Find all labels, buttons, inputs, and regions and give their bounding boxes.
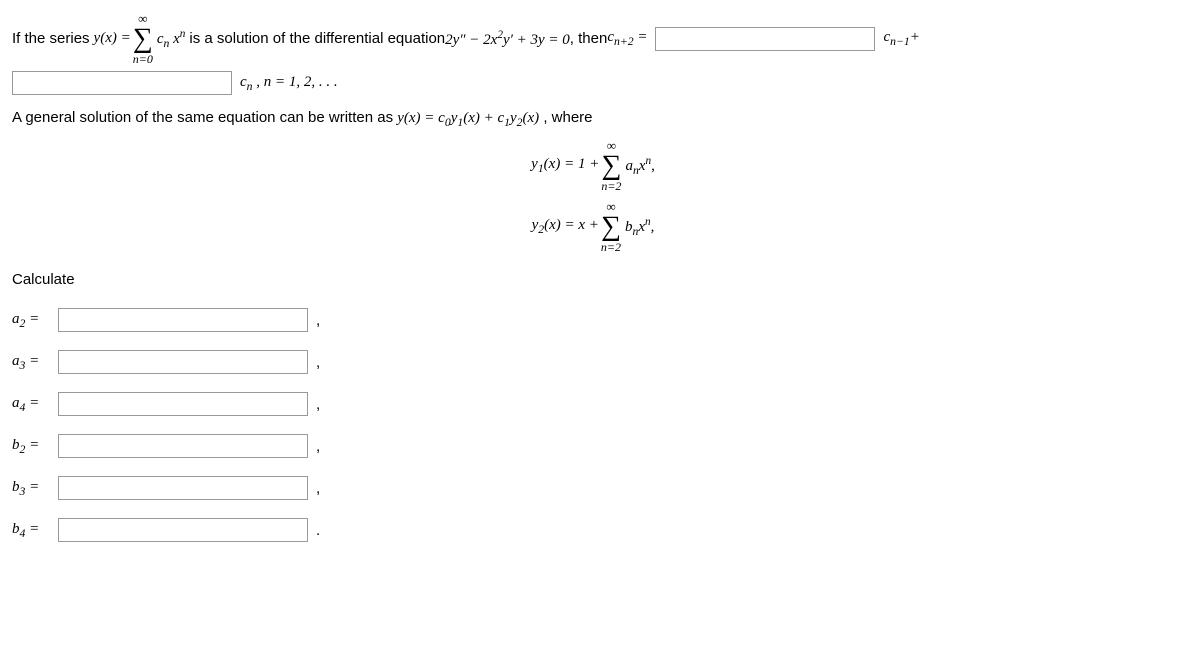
row-b4: b4 = . <box>12 518 1174 542</box>
equation-y2: y2(x) = x + ∞ ∑ n=2 bnxn, <box>12 200 1174 253</box>
label-b4: b4 = <box>12 521 58 540</box>
row-a3: a3 = , <box>12 350 1174 374</box>
input-cn-coeff[interactable] <box>12 71 232 95</box>
input-a2[interactable] <box>58 308 308 332</box>
sigma-icon: ∑ <box>133 25 153 53</box>
text-then: , then <box>570 30 608 47</box>
math-y2-rhs: bnxn, <box>625 216 654 238</box>
math-cnplus2: cn+2 = <box>607 29 647 48</box>
punct-a2: , <box>316 312 320 329</box>
punct-b3: , <box>316 480 320 497</box>
sum-series: ∞ ∑ n=0 <box>133 12 153 65</box>
problem-line-1: If the series y(x) = ∞ ∑ n=0 cn xn is a … <box>12 12 1174 65</box>
input-b3[interactable] <box>58 476 308 500</box>
label-a4: a4 = <box>12 395 58 414</box>
math-y1-lhs: y1(x) = 1 + <box>531 156 599 175</box>
sum-y1-bot: n=2 <box>601 180 621 192</box>
math-yx: y(x) = <box>94 30 131 47</box>
sum-y1: ∞ ∑ n=2 <box>601 139 621 192</box>
sigma-icon: ∑ <box>601 213 621 241</box>
label-a3: a3 = <box>12 353 58 372</box>
sum-y2: ∞ ∑ n=2 <box>601 200 621 253</box>
math-cnminus1: cn−1+ <box>883 29 919 48</box>
row-b2: b2 = , <box>12 434 1174 458</box>
text-ifseries: If the series <box>12 30 90 47</box>
punct-b4: . <box>316 522 320 539</box>
math-diffeq: 2y″ − 2x2y′ + 3y = 0 <box>445 29 570 49</box>
input-b4[interactable] <box>58 518 308 542</box>
row-a2: a2 = , <box>12 308 1174 332</box>
problem-line-2: cn , n = 1, 2, . . . <box>12 71 1174 95</box>
math-y1-rhs: anxn, <box>625 155 654 177</box>
sum-y2-bot: n=2 <box>601 241 621 253</box>
text-generalsolution: A general solution of the same equation … <box>12 109 397 126</box>
text-where: , where <box>543 109 592 126</box>
text-issolution: is a solution of the differential equati… <box>189 30 445 47</box>
row-b3: b3 = , <box>12 476 1174 500</box>
punct-a3: , <box>316 354 320 371</box>
input-a4[interactable] <box>58 392 308 416</box>
equation-y1: y1(x) = 1 + ∞ ∑ n=2 anxn, <box>12 139 1174 192</box>
math-y2-lhs: y2(x) = x + <box>532 217 599 236</box>
label-b2: b2 = <box>12 437 58 456</box>
math-cnxn: cn xn <box>157 28 186 50</box>
sigma-icon: ∑ <box>601 152 621 180</box>
input-a3[interactable] <box>58 350 308 374</box>
calculate-label: Calculate <box>12 271 1174 288</box>
math-cn-tail: cn , n = 1, 2, . . . <box>240 74 338 93</box>
row-a4: a4 = , <box>12 392 1174 416</box>
label-b3: b3 = <box>12 479 58 498</box>
input-cnplus2[interactable] <box>655 27 875 51</box>
input-b2[interactable] <box>58 434 308 458</box>
math-generalsolution: y(x) = c0y1(x) + c1y2(x) <box>397 110 539 126</box>
punct-b2: , <box>316 438 320 455</box>
general-solution-para: A general solution of the same equation … <box>12 109 1174 129</box>
label-a2: a2 = <box>12 311 58 330</box>
punct-a4: , <box>316 396 320 413</box>
sum-bot: n=0 <box>133 53 153 65</box>
